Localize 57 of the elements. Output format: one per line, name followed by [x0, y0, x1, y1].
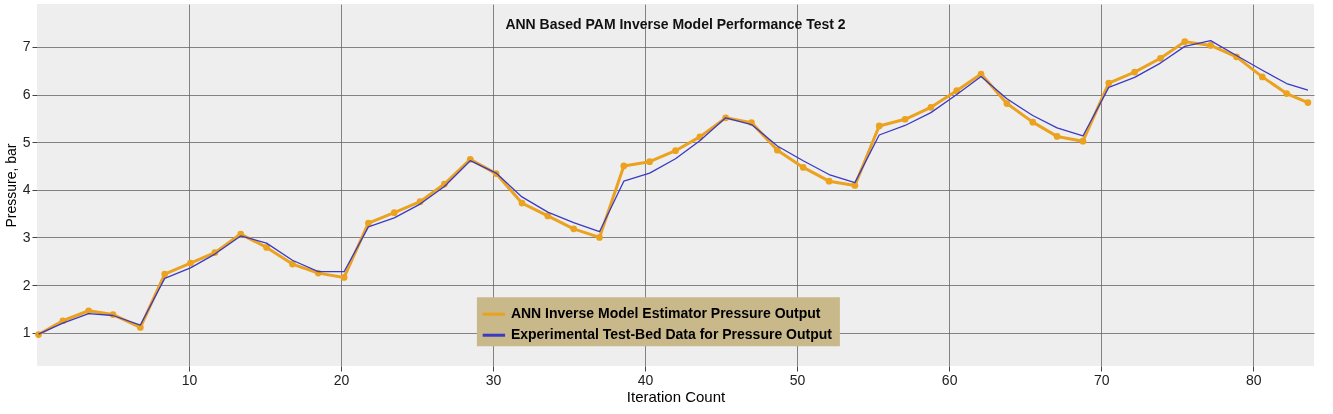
- point: [1304, 99, 1312, 106]
- point: [1029, 118, 1037, 126]
- y-tick-label: 7: [22, 38, 31, 55]
- point: [1207, 42, 1214, 49]
- x-tick-label: 80: [1245, 371, 1262, 388]
- x-tick-label: 70: [1093, 371, 1110, 388]
- y-tick-label: 4: [22, 181, 31, 198]
- point: [289, 260, 296, 268]
- point: [620, 162, 628, 170]
- point: [1079, 137, 1087, 145]
- y-tick-label: 1: [22, 324, 31, 341]
- point: [544, 212, 552, 220]
- y-tick-label: 5: [22, 133, 31, 150]
- legend-label: Experimental Test-Bed Data for Pressure Output: [510, 326, 833, 343]
- x-tick-label: 30: [485, 371, 502, 388]
- point: [1283, 90, 1290, 97]
- point: [1131, 68, 1138, 76]
- point: [774, 146, 781, 154]
- point: [1003, 100, 1011, 107]
- point: [927, 104, 935, 111]
- point: [570, 225, 577, 233]
- point: [1105, 79, 1113, 87]
- x-tick-label: 60: [941, 371, 958, 388]
- point: [672, 147, 679, 155]
- y-tick-label: 2: [22, 276, 31, 293]
- point: [137, 324, 144, 331]
- y-tick-label: 6: [22, 86, 31, 102]
- point: [390, 209, 398, 216]
- point: [596, 234, 603, 241]
- x-axis-title: Iteration Count: [626, 387, 727, 405]
- point: [799, 164, 807, 171]
- x-tick-label: 50: [789, 371, 806, 388]
- point: [875, 122, 883, 130]
- point: [85, 307, 93, 315]
- point: [518, 199, 526, 207]
- point: [1181, 38, 1189, 45]
- point: [1157, 54, 1164, 62]
- point: [263, 244, 270, 251]
- point: [901, 115, 909, 123]
- x-tick-label: 20: [333, 371, 350, 388]
- point: [187, 259, 194, 267]
- point: [365, 219, 372, 227]
- point: [1258, 73, 1266, 81]
- y-tick-label: 3: [22, 228, 31, 245]
- point: [340, 274, 348, 281]
- point: [161, 270, 169, 278]
- y-axis-title: Pressure, bar: [2, 143, 19, 228]
- text: ANN Based PAM Inverse Model Performance Test 2: [505, 16, 846, 32]
- x-tick-label: 40: [637, 371, 654, 388]
- point: [646, 158, 654, 166]
- point: [825, 177, 833, 185]
- legend-label: ANN Inverse Model Estimator Pressure Output: [510, 305, 821, 322]
- x-tick-label: 10: [181, 371, 198, 388]
- point: [1053, 133, 1061, 140]
- point: [953, 87, 961, 95]
- point: [977, 70, 985, 78]
- point: [851, 182, 859, 189]
